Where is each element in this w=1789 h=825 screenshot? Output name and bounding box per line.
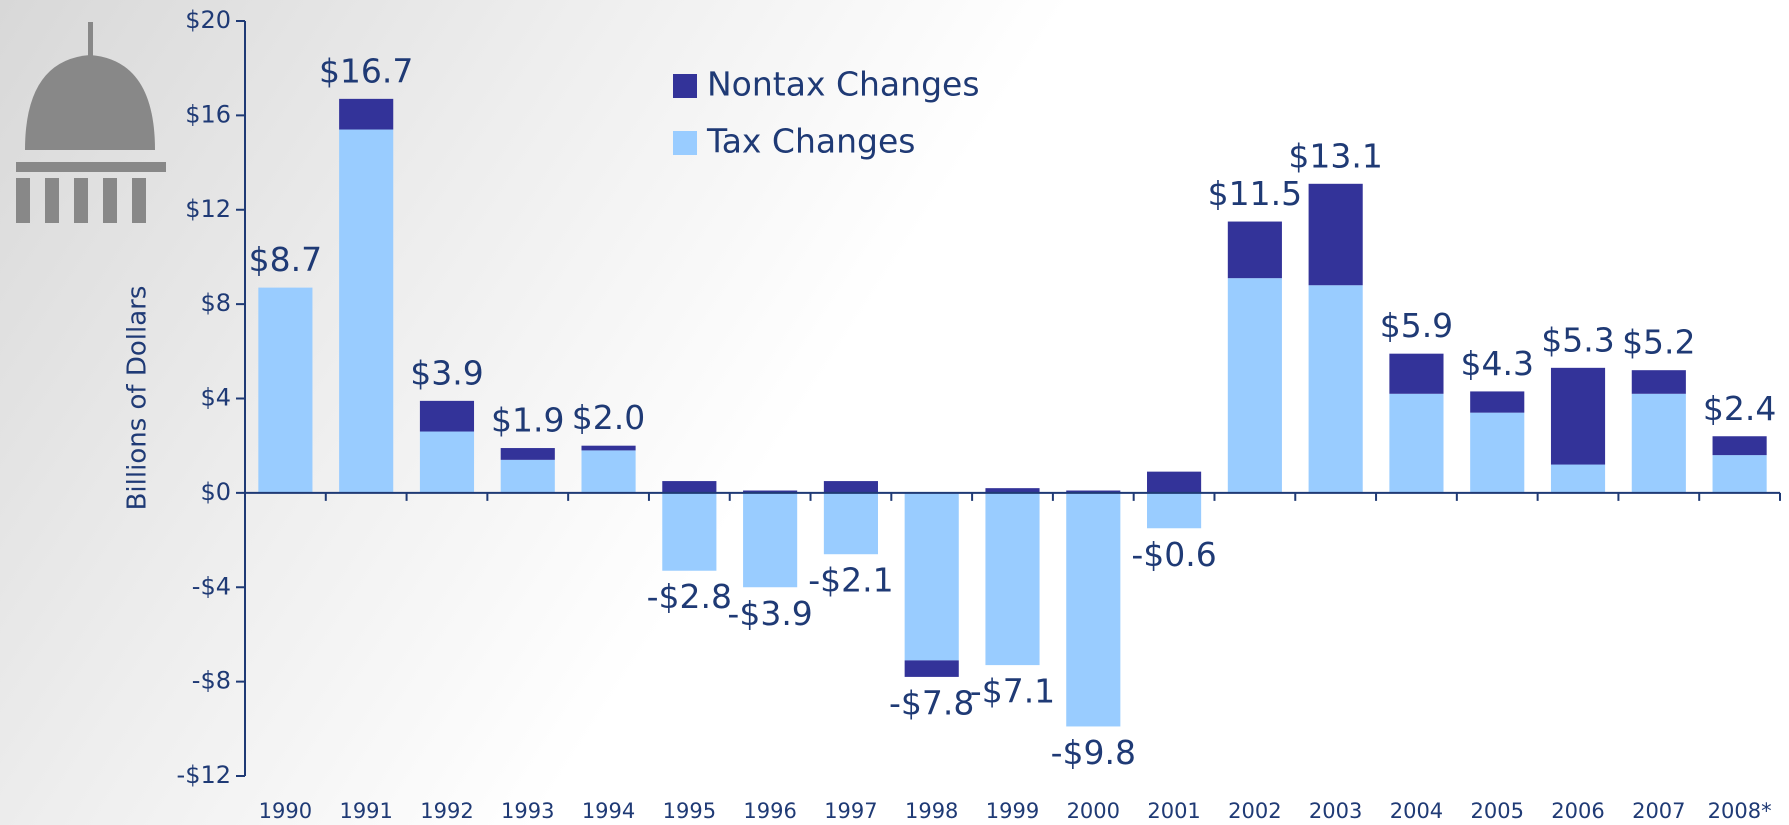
total-label: $2.0 [572,398,645,437]
x-tick-label: 2002 [1228,799,1281,823]
bar-segment [904,660,959,677]
total-label: -$9.8 [1051,733,1136,772]
bar-segment [1389,353,1444,394]
bar-segment [419,431,475,493]
total-label: $16.7 [319,51,413,90]
x-tick-label: 1998 [905,799,958,823]
bar-segment [1470,412,1525,493]
total-label: $3.9 [410,353,483,392]
legend-swatch [673,131,697,155]
y-tick-label: -$4 [192,572,231,600]
total-label: -$2.1 [808,561,893,600]
bar-segment [1550,464,1606,493]
bar-segment [1227,221,1282,279]
total-label: $5.2 [1622,323,1695,362]
x-tick-label: 1992 [420,799,473,823]
legend-swatch [673,74,697,98]
y-tick-label: $16 [185,100,231,128]
bar-segment [904,492,959,661]
legend-label: Nontax Changes [707,65,980,104]
bar-segment [662,492,717,571]
y-tick-label: $20 [185,6,231,34]
bar-segment [1308,285,1363,493]
x-tick-label: 2005 [1471,799,1524,823]
total-label: $13.1 [1288,136,1382,175]
bar-segment [823,492,878,555]
x-tick-label: 2006 [1551,799,1604,823]
x-tick-label: 1990 [259,799,312,823]
bar-segment [1712,436,1767,456]
total-label: -$0.6 [1131,535,1216,574]
x-tick-label: 2001 [1147,799,1200,823]
total-label: $2.4 [1703,389,1776,428]
bar-segment [258,287,313,493]
capitol-icon [16,22,166,223]
total-label: $1.9 [491,401,564,440]
bar-segment [1470,391,1525,413]
x-tick-label: 2004 [1390,799,1443,823]
bar-segment [1147,492,1202,529]
y-tick-label: -$12 [177,761,231,789]
bar-segment [1227,278,1282,493]
x-tick-label: 1995 [663,799,716,823]
bar-segment [500,448,555,460]
bar-segment [1550,367,1606,465]
legend-label: Tax Changes [706,122,915,161]
y-tick-label: $4 [200,384,231,412]
bar-segment [1389,393,1444,493]
y-tick-label: -$8 [192,667,231,695]
total-label: -$7.8 [889,683,974,722]
bar-segment [1631,370,1686,394]
y-tick-label: $8 [200,289,231,317]
total-label: -$7.1 [970,672,1055,711]
bar-segment [1308,183,1363,286]
bar-segment [1147,471,1202,493]
bar-segment [743,492,798,588]
bar-segment [1631,393,1686,493]
y-tick-label: $0 [200,478,231,506]
total-label: $11.5 [1208,174,1302,213]
bar-segment [1066,492,1121,727]
bar-segment [1066,490,1121,493]
bar-segment [581,450,636,493]
bar-segment [339,129,394,493]
total-label: $4.3 [1460,344,1533,383]
x-tick-label: 1997 [824,799,877,823]
bar-segment [743,490,798,493]
bar-segment [581,445,636,451]
x-tick-label: 2007 [1632,799,1685,823]
total-label: -$3.9 [727,594,812,633]
bar-segment [1712,455,1767,493]
x-tick-label: 1991 [339,799,392,823]
y-tick-label: $12 [185,195,231,223]
total-label: $8.7 [249,240,322,279]
total-label: $5.9 [1380,306,1453,345]
bar-segment [339,98,394,130]
bar-segment [823,481,878,493]
y-axis-title: Billions of Dollars [123,286,153,511]
x-tick-label: 1994 [582,799,635,823]
bar-segment [985,492,1040,666]
x-tick-label: 2000 [1067,799,1120,823]
x-tick-label: 1999 [986,799,1039,823]
bar-segment [419,400,475,432]
x-tick-label: 2003 [1309,799,1362,823]
x-tick-label: 1993 [501,799,554,823]
bar-segment [985,488,1040,493]
x-tick-label: 2008* [1708,799,1772,823]
total-label: $5.3 [1541,320,1614,359]
total-label: -$2.8 [647,577,732,616]
bar-segment [662,481,717,493]
bar-segment [500,459,555,493]
x-tick-label: 1996 [743,799,796,823]
